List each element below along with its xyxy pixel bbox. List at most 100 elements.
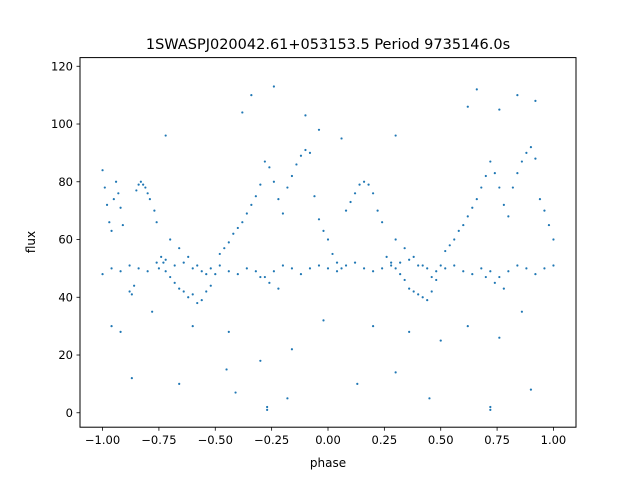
- data-point: [155, 221, 158, 224]
- data-point: [493, 172, 496, 175]
- data-point: [155, 261, 158, 264]
- data-point: [489, 270, 492, 273]
- data-point: [277, 197, 280, 201]
- data-point: [227, 330, 230, 334]
- data-point: [498, 336, 501, 339]
- data-point: [471, 273, 474, 276]
- y-tick-label: 120: [51, 59, 73, 73]
- data-point: [358, 183, 361, 186]
- data-point: [250, 203, 253, 206]
- data-point: [412, 255, 415, 258]
- data-point: [191, 325, 194, 328]
- data-point: [466, 105, 469, 108]
- data-point: [390, 264, 393, 267]
- data-point: [277, 287, 280, 290]
- data-point: [381, 221, 384, 224]
- data-point: [187, 296, 190, 299]
- data-point: [200, 299, 203, 302]
- data-point: [525, 151, 528, 154]
- data-point: [403, 278, 406, 282]
- data-point: [254, 195, 257, 198]
- data-point: [146, 270, 149, 273]
- data-point: [144, 186, 147, 189]
- data-point: [428, 397, 431, 400]
- data-point: [498, 186, 501, 189]
- data-point: [272, 180, 275, 183]
- data-point: [299, 154, 303, 157]
- x-tick-label: −0.25: [254, 433, 289, 447]
- data-point: [290, 348, 294, 351]
- data-point: [121, 223, 124, 227]
- data-point: [399, 261, 402, 264]
- data-point: [103, 186, 106, 189]
- data-point: [331, 252, 334, 256]
- data-point: [225, 368, 228, 371]
- data-point: [128, 290, 131, 293]
- data-point: [117, 192, 120, 195]
- data-point: [119, 270, 122, 273]
- data-point: [169, 238, 172, 241]
- data-point: [137, 267, 140, 270]
- data-point: [511, 186, 514, 189]
- data-point: [137, 183, 140, 186]
- data-point: [130, 377, 133, 380]
- data-point: [133, 284, 136, 287]
- data-point: [322, 319, 325, 322]
- data-point: [381, 267, 384, 270]
- y-tick-label: 80: [58, 175, 73, 189]
- data-point: [236, 226, 239, 230]
- data-point: [164, 258, 167, 261]
- data-point: [394, 267, 397, 270]
- data-point: [281, 212, 285, 215]
- data-point: [543, 209, 546, 212]
- data-point: [218, 252, 221, 256]
- x-tick-label: 1.00: [541, 433, 567, 447]
- data-point: [209, 284, 212, 287]
- data-point: [196, 264, 199, 267]
- data-point: [403, 247, 406, 250]
- data-point: [182, 261, 185, 264]
- data-point: [178, 287, 181, 290]
- data-point: [376, 209, 379, 212]
- data-point: [146, 192, 149, 195]
- data-point: [417, 293, 420, 296]
- data-point: [353, 192, 357, 195]
- data-point: [105, 203, 109, 206]
- data-point: [489, 408, 492, 411]
- data-point: [439, 339, 442, 342]
- data-point: [268, 281, 271, 284]
- data-point: [498, 108, 501, 111]
- data-point: [227, 241, 230, 244]
- data-point: [344, 209, 348, 212]
- data-point: [390, 261, 393, 264]
- y-tick-label: 20: [58, 348, 73, 362]
- data-point: [480, 267, 483, 270]
- data-point: [266, 405, 269, 409]
- data-point: [164, 270, 167, 273]
- y-tick-label: 100: [51, 117, 73, 131]
- data-point: [426, 299, 429, 302]
- data-point: [498, 275, 501, 279]
- data-point: [385, 255, 388, 258]
- data-point: [489, 160, 492, 163]
- data-point: [371, 192, 375, 195]
- data-point: [367, 183, 370, 186]
- data-point: [552, 238, 555, 241]
- data-point: [520, 160, 523, 163]
- data-point: [516, 264, 519, 267]
- data-point: [529, 388, 533, 391]
- data-point: [148, 197, 151, 201]
- data-point: [538, 197, 542, 201]
- data-point: [394, 134, 397, 137]
- data-point: [457, 229, 460, 232]
- data-point: [335, 261, 339, 264]
- data-point: [317, 264, 321, 267]
- data-point: [259, 183, 262, 186]
- data-point: [178, 247, 181, 250]
- data-point: [394, 238, 397, 241]
- data-point: [139, 180, 142, 183]
- data-point: [114, 180, 118, 183]
- data-point: [408, 258, 411, 261]
